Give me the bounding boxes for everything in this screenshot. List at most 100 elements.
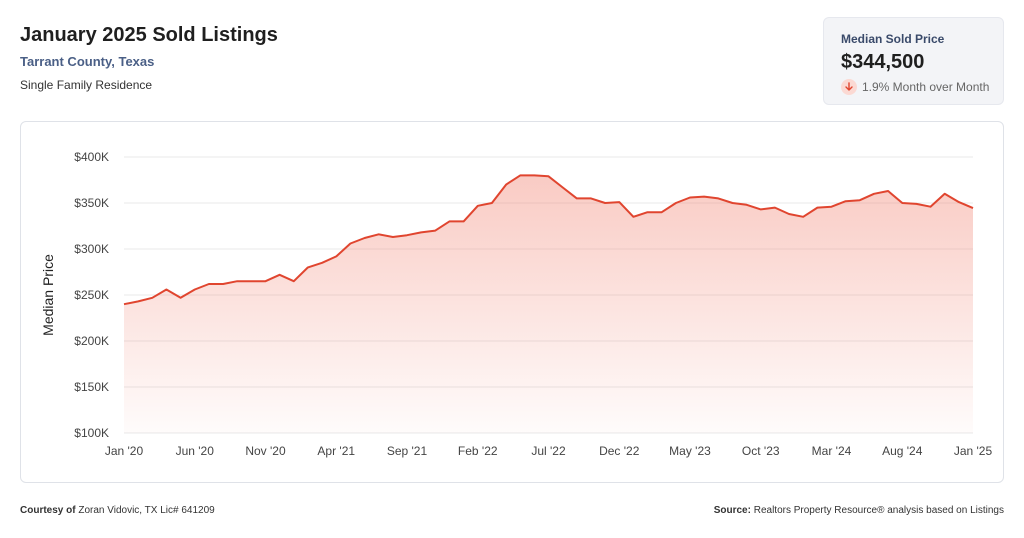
x-tick-label: Jul '22 xyxy=(531,444,566,458)
data-point xyxy=(887,190,889,192)
data-point xyxy=(519,174,521,176)
data-point xyxy=(873,193,875,195)
x-tick-label: Oct '23 xyxy=(742,444,780,458)
x-tick-label: Jan '25 xyxy=(954,444,993,458)
data-point xyxy=(533,174,535,176)
x-tick-label: Feb '22 xyxy=(458,444,498,458)
data-point xyxy=(505,183,507,185)
location-label: Tarrant County, Texas xyxy=(20,54,155,69)
data-point xyxy=(561,186,563,188)
data-point xyxy=(576,197,578,199)
data-point xyxy=(406,234,408,236)
y-tick-label: $300K xyxy=(74,242,109,256)
chart-card: $100K $150K $200K $250K $300K $350K $400K Jan '… xyxy=(20,121,1004,483)
x-tick-label: Sep '21 xyxy=(387,444,428,458)
data-point xyxy=(392,236,394,238)
data-point xyxy=(958,201,960,203)
y-axis-label: Median Price xyxy=(40,254,56,336)
data-point xyxy=(293,280,295,282)
data-point xyxy=(745,204,747,206)
source-text: Realtors Property Resource® analysis bas… xyxy=(753,505,1004,516)
data-point xyxy=(222,283,224,285)
data-point xyxy=(788,213,790,215)
data-point xyxy=(250,280,252,282)
data-point xyxy=(194,288,196,290)
x-tick-label: Mar '24 xyxy=(812,444,852,458)
courtesy-label: Courtesy of xyxy=(20,505,76,516)
y-tick-label: $150K xyxy=(74,380,109,394)
data-point xyxy=(944,193,946,195)
data-point xyxy=(632,216,634,218)
stat-label: Median Sold Price xyxy=(841,32,945,46)
source-note: Source: Realtors Property Resource® anal… xyxy=(714,505,1004,516)
price-line xyxy=(123,174,974,306)
y-tick-label: $250K xyxy=(74,288,109,302)
stat-change-text: 1.9% Month over Month xyxy=(862,80,990,94)
stat-value: $344,500 xyxy=(841,51,925,73)
source-label: Source: xyxy=(713,505,751,516)
y-tick-label: $100K xyxy=(74,426,109,440)
data-point xyxy=(774,206,776,208)
x-tick-label: Jun '20 xyxy=(176,444,215,458)
data-point xyxy=(307,266,309,268)
data-point xyxy=(830,205,832,207)
data-point xyxy=(675,202,677,204)
data-point xyxy=(378,233,380,235)
x-tick-label: Jan '20 xyxy=(105,444,144,458)
data-point xyxy=(335,255,337,257)
data-point xyxy=(321,262,323,264)
y-tick-label: $400K xyxy=(74,150,109,164)
courtesy-note: Courtesy of Zoran Vidovic, TX Lic# 64120… xyxy=(20,505,215,516)
data-point xyxy=(703,195,705,197)
price-chart: $100K $150K $200K $250K $300K $350K $400K Jan '… xyxy=(40,150,993,458)
data-point xyxy=(420,231,422,233)
data-point xyxy=(349,242,351,244)
data-point xyxy=(434,229,436,231)
data-point xyxy=(731,202,733,204)
data-point xyxy=(929,205,931,207)
data-point xyxy=(264,280,266,282)
data-point xyxy=(448,220,450,222)
data-point xyxy=(137,300,139,302)
y-tick-label: $350K xyxy=(74,196,109,210)
data-point xyxy=(590,197,592,199)
data-point xyxy=(208,283,210,285)
data-point xyxy=(123,303,125,305)
data-point xyxy=(915,203,917,205)
data-point xyxy=(689,196,691,198)
data-point xyxy=(972,207,974,209)
x-tick-label: Nov '20 xyxy=(245,444,286,458)
page-title: January 2025 Sold Listings xyxy=(20,24,278,46)
data-point xyxy=(278,274,280,276)
data-point xyxy=(491,202,493,204)
data-point xyxy=(165,288,167,290)
x-tick-label: Dec '22 xyxy=(599,444,640,458)
data-point xyxy=(151,297,153,299)
x-tick-label: Aug '24 xyxy=(882,444,923,458)
data-point xyxy=(760,208,762,210)
median-price-card: Median Sold Price $344,500 1.9% Month ov… xyxy=(823,17,1004,105)
courtesy-text: Zoran Vidovic, TX Lic# 641209 xyxy=(78,505,215,516)
data-point xyxy=(477,205,479,207)
x-tick-label: Apr '21 xyxy=(317,444,355,458)
data-point xyxy=(859,199,861,201)
arrow-down-icon xyxy=(841,79,857,95)
data-point xyxy=(717,197,719,199)
y-tick-label: $200K xyxy=(74,334,109,348)
data-point xyxy=(816,206,818,208)
data-point xyxy=(604,202,606,204)
data-point xyxy=(661,211,663,213)
data-point xyxy=(179,297,181,299)
data-point xyxy=(236,280,238,282)
data-point xyxy=(618,201,620,203)
x-tick-label: May '23 xyxy=(669,444,711,458)
data-point xyxy=(363,237,365,239)
data-point xyxy=(646,211,648,213)
stat-change: 1.9% Month over Month xyxy=(841,79,989,95)
data-point xyxy=(547,175,549,177)
data-point xyxy=(802,216,804,218)
data-point xyxy=(462,220,464,222)
data-point xyxy=(844,200,846,202)
price-area xyxy=(124,175,973,433)
data-point xyxy=(901,202,903,204)
